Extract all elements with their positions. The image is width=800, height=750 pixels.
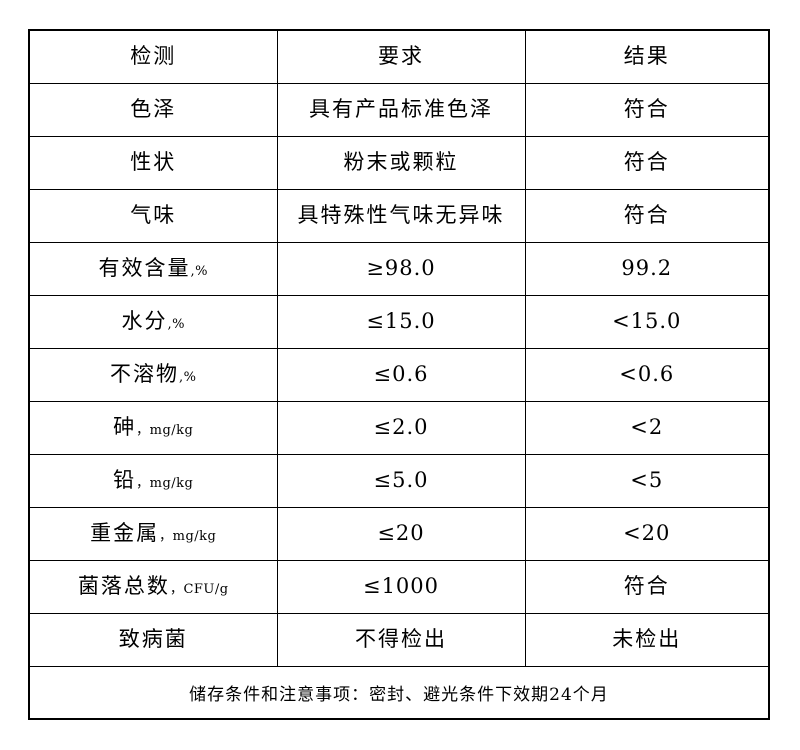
table-header-label-0: 检测: [130, 44, 177, 69]
result-value-9: 符合: [623, 573, 670, 598]
cell-requirement-9: ≤1000: [276, 559, 526, 614]
table-row: 重金属，mg/kg ≤20 <20: [28, 506, 770, 561]
cell-item-0: 色泽: [28, 82, 278, 137]
requirement-value-9: ≤1000: [362, 573, 440, 598]
cell-result-4: <15.0: [524, 294, 770, 349]
table-row: 水分,% ≤15.0 <15.0: [28, 294, 770, 349]
table-header-cell-0: 检测: [28, 29, 278, 84]
cell-result-2: 符合: [524, 188, 770, 243]
requirement-value-6: ≤2.0: [373, 414, 429, 439]
table-row: 有效含量,% ≥98.0 99.2: [28, 241, 770, 296]
cell-item-8: 重金属，mg/kg: [28, 506, 278, 561]
table-body: 检测 要求 结果 色泽 具有产品标准色泽 符合 性状 粉末或颗粒 符合 气味 具特殊性气味无异味 符合…: [28, 29, 770, 720]
item-label-8: 重金属: [90, 520, 160, 545]
requirement-value-5: ≤0.6: [373, 361, 429, 386]
table-footer-row: 储存条件和注意事项：密封、避光条件下效期24个月: [28, 665, 770, 720]
cell-item-1: 性状: [28, 135, 278, 190]
result-value-1: 符合: [623, 149, 670, 174]
item-label-4: 水分: [121, 308, 168, 333]
spec-table-container: 检测 要求 结果 色泽 具有产品标准色泽 符合 性状 粉末或颗粒 符合 气味 具特殊性气味无异味 符合…: [28, 29, 770, 720]
result-value-8: <20: [623, 520, 671, 545]
cell-item-9-unit: ，CFU/g: [169, 581, 229, 597]
cell-item-8-unit: ，mg/kg: [159, 528, 217, 544]
result-value-6: <2: [630, 414, 664, 439]
cell-item-2: 气味: [28, 188, 278, 243]
cell-item-3-unit: ,%: [190, 263, 208, 279]
item-label-3: 有效含量: [98, 255, 191, 280]
result-value-3: 99.2: [621, 255, 673, 280]
table-row: 砷，mg/kg ≤2.0 <2: [28, 400, 770, 455]
requirement-value-10: 不得检出: [355, 626, 447, 651]
cell-requirement-5: ≤0.6: [276, 347, 526, 402]
table-header-cell-2: 结果: [524, 29, 770, 84]
item-label-7: 铅: [113, 467, 137, 492]
cell-requirement-8: ≤20: [276, 506, 526, 561]
cell-requirement-0: 具有产品标准色泽: [276, 82, 526, 137]
cell-item-4: 水分,%: [28, 294, 278, 349]
storage-note-cell: 储存条件和注意事项：密封、避光条件下效期24个月: [28, 665, 770, 720]
cell-item-5-unit: ,%: [179, 369, 197, 385]
cell-item-6: 砷，mg/kg: [28, 400, 278, 455]
requirement-value-1: 粉末或颗粒: [343, 149, 459, 174]
result-value-5: <0.6: [619, 361, 675, 386]
item-label-9: 菌落总数: [77, 573, 170, 598]
cell-item-4-unit: ,%: [167, 316, 185, 332]
item-label-10: 致病菌: [118, 626, 188, 651]
table-row: 性状 粉末或颗粒 符合: [28, 135, 770, 190]
cell-requirement-6: ≤2.0: [276, 400, 526, 455]
cell-item-3: 有效含量,%: [28, 241, 278, 296]
requirement-value-2: 具特殊性气味无异味: [297, 202, 505, 227]
cell-result-8: <20: [524, 506, 770, 561]
table-header-row: 检测 要求 结果: [28, 29, 770, 84]
cell-requirement-7: ≤5.0: [276, 453, 526, 508]
table-row: 色泽 具有产品标准色泽 符合: [28, 82, 770, 137]
item-label-5: 不溶物: [110, 361, 179, 386]
cell-requirement-2: 具特殊性气味无异味: [276, 188, 526, 243]
cell-requirement-4: ≤15.0: [276, 294, 526, 349]
cell-result-3: 99.2: [524, 241, 770, 296]
result-value-10: 未检出: [612, 626, 682, 651]
item-label-2: 气味: [130, 202, 177, 227]
cell-result-9: 符合: [524, 559, 770, 614]
requirement-value-7: ≤5.0: [373, 467, 429, 492]
item-label-1: 性状: [130, 149, 177, 174]
requirement-value-0: 具有产品标准色泽: [309, 96, 493, 121]
table-row: 菌落总数，CFU/g ≤1000 符合: [28, 559, 770, 614]
requirement-value-4: ≤15.0: [366, 308, 436, 333]
cell-result-6: <2: [524, 400, 770, 455]
cell-item-5: 不溶物,%: [28, 347, 278, 402]
table-header-label-2: 结果: [623, 44, 670, 69]
cell-requirement-1: 粉末或颗粒: [276, 135, 526, 190]
item-label-6: 砷: [113, 414, 137, 439]
table-row: 气味 具特殊性气味无异味 符合: [28, 188, 770, 243]
cell-item-10: 致病菌: [28, 612, 278, 667]
table-header-cell-1: 要求: [276, 29, 526, 84]
table-row: 不溶物,% ≤0.6 <0.6: [28, 347, 770, 402]
cell-result-5: <0.6: [524, 347, 770, 402]
requirement-value-3: ≥98.0: [366, 255, 436, 280]
result-value-2: 符合: [623, 202, 670, 227]
cell-item-7-unit: ，mg/kg: [136, 475, 194, 491]
table-header-label-1: 要求: [378, 44, 424, 69]
cell-requirement-3: ≥98.0: [276, 241, 526, 296]
result-value-7: <5: [630, 467, 664, 492]
cell-requirement-10: 不得检出: [276, 612, 526, 667]
cell-item-6-unit: ，mg/kg: [136, 422, 194, 438]
result-value-4: <15.0: [612, 308, 682, 333]
storage-note-text: 储存条件和注意事项：密封、避光条件下效期24个月: [189, 684, 609, 705]
specification-table: 检测 要求 结果 色泽 具有产品标准色泽 符合 性状 粉末或颗粒 符合 气味 具特殊性气味无异味 符合…: [28, 29, 770, 720]
cell-result-7: <5: [524, 453, 770, 508]
cell-item-9: 菌落总数，CFU/g: [28, 559, 278, 614]
cell-result-0: 符合: [524, 82, 770, 137]
table-row: 铅，mg/kg ≤5.0 <5: [28, 453, 770, 508]
item-label-0: 色泽: [130, 96, 177, 121]
cell-item-7: 铅，mg/kg: [28, 453, 278, 508]
cell-result-10: 未检出: [524, 612, 770, 667]
table-row: 致病菌 不得检出 未检出: [28, 612, 770, 667]
requirement-value-8: ≤20: [377, 520, 425, 545]
cell-result-1: 符合: [524, 135, 770, 190]
result-value-0: 符合: [623, 96, 670, 121]
